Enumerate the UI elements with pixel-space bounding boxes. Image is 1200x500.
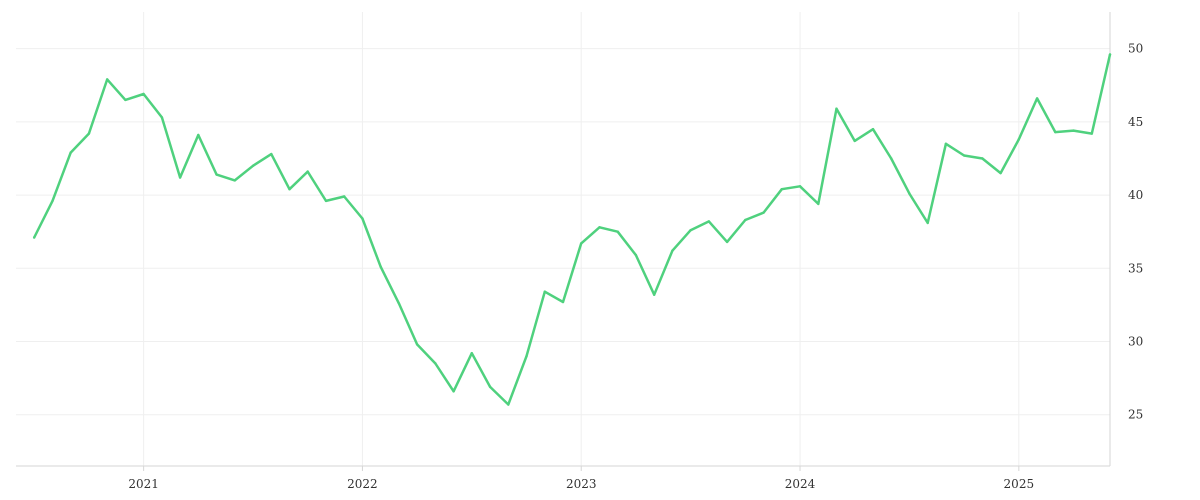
data-point [543, 290, 546, 293]
grid [16, 12, 1110, 466]
data-point [1090, 132, 1094, 135]
data-point [288, 188, 291, 191]
data-point [178, 176, 182, 179]
data-point [744, 218, 747, 222]
data-point [962, 154, 966, 157]
data-point [124, 98, 127, 102]
data-point [1072, 129, 1075, 132]
data-point [871, 128, 875, 131]
data-point [981, 157, 984, 160]
y-tick-label: 40 [1128, 188, 1143, 202]
x-tick-label: 2021 [128, 477, 159, 491]
x-tick-label: 2024 [785, 477, 816, 491]
data-point [397, 302, 401, 305]
data-point [671, 249, 674, 252]
data-point [270, 152, 273, 156]
axes [16, 12, 1111, 471]
data-point [197, 133, 200, 137]
data-point [1054, 130, 1057, 134]
data-point [634, 253, 638, 257]
data-point [361, 217, 364, 220]
data-point [379, 265, 382, 268]
data-point [233, 179, 236, 182]
data-point [598, 226, 601, 229]
y-tick-label: 50 [1128, 42, 1143, 56]
data-point [434, 362, 437, 365]
data-point [798, 185, 802, 188]
data-point [580, 242, 583, 245]
data-point [1108, 53, 1112, 56]
data-point [343, 195, 346, 198]
data-point [306, 170, 309, 173]
data-point [51, 199, 54, 203]
data-point [1035, 97, 1039, 100]
data-point [944, 142, 948, 145]
data-point [415, 343, 419, 346]
data-point [87, 132, 91, 135]
data-point [890, 157, 893, 160]
data-point [762, 211, 765, 214]
data-point [707, 220, 711, 223]
data-point [999, 171, 1002, 175]
data-point [488, 385, 492, 389]
data-point [525, 355, 528, 358]
data-point [616, 230, 619, 233]
data-point [160, 116, 164, 119]
data-point [780, 188, 783, 191]
tick-labels: 25 30 35 40 45 50 2021 2022 2023 2024 2025 [128, 42, 1143, 491]
data-point [1017, 138, 1020, 141]
data-point [69, 151, 72, 154]
data-point [835, 107, 838, 110]
data-point [215, 173, 218, 176]
y-tick-label: 45 [1128, 115, 1143, 129]
y-tick-label: 35 [1128, 261, 1143, 275]
data-point [908, 192, 911, 195]
x-tick-label: 2023 [566, 477, 597, 491]
data-point [452, 390, 455, 393]
data-point [689, 229, 692, 232]
data-point [725, 240, 729, 244]
data-point [106, 78, 109, 81]
data-point [33, 236, 36, 239]
data-point [817, 202, 820, 206]
series-layer [32, 53, 1112, 406]
data-point [926, 221, 929, 225]
data-point [470, 352, 473, 355]
series-line [32, 53, 1112, 406]
data-point [853, 139, 856, 143]
y-tick-label: 30 [1128, 335, 1143, 349]
data-point [561, 300, 565, 304]
data-point [324, 199, 328, 203]
y-tick-label: 25 [1128, 408, 1143, 422]
x-tick-label: 2025 [1004, 477, 1035, 491]
data-point [251, 164, 255, 167]
data-point [142, 92, 145, 96]
data-point [653, 293, 656, 296]
data-point [507, 403, 510, 406]
x-tick-label: 2022 [347, 477, 378, 491]
